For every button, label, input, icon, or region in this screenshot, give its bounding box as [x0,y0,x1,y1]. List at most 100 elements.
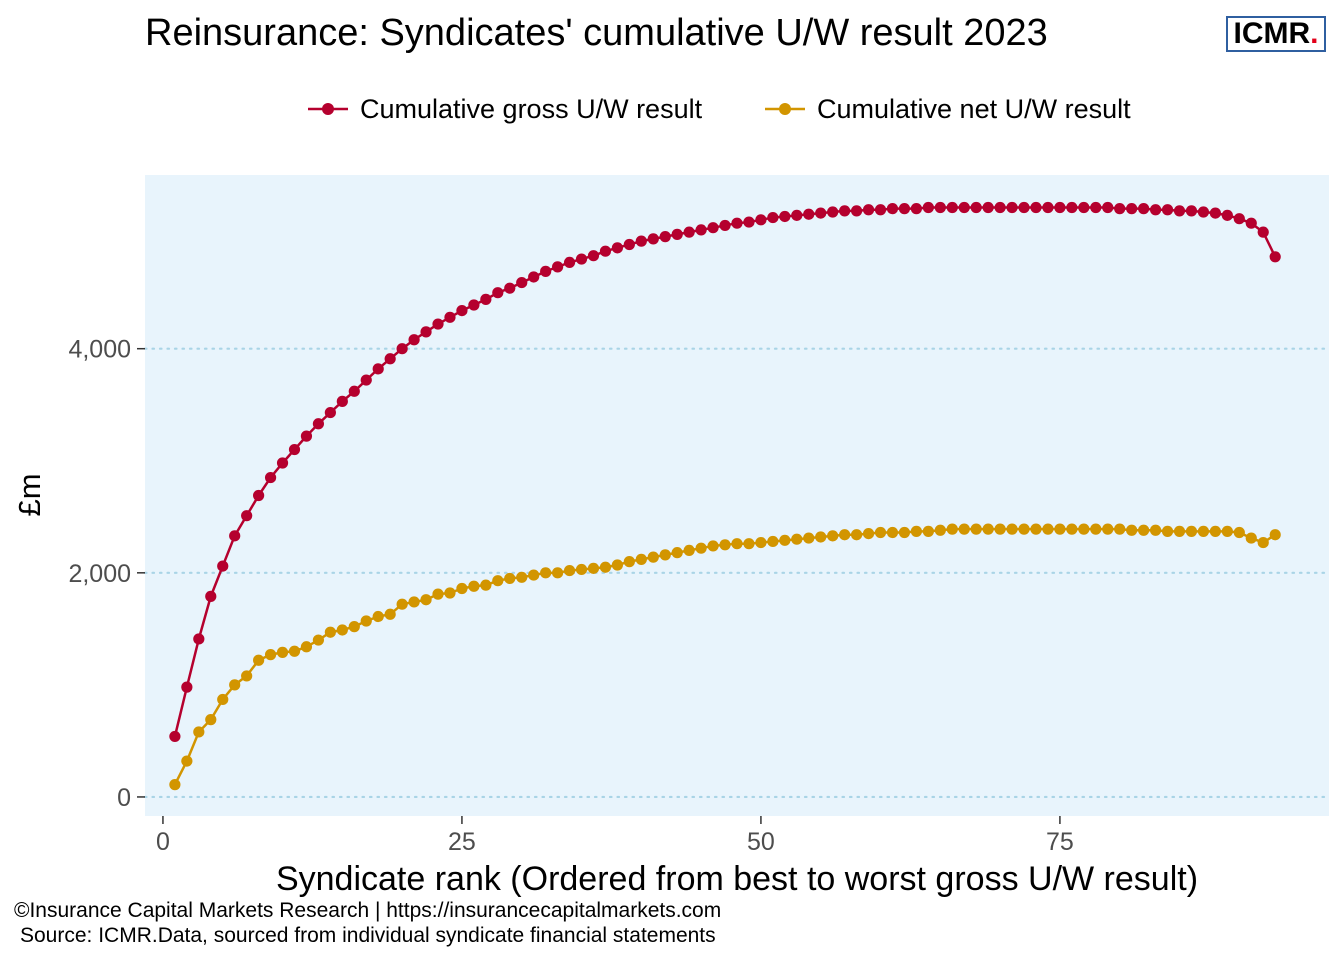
data-point [169,779,181,791]
data-point [241,670,253,682]
data-point [205,590,217,602]
data-point [1269,251,1281,263]
data-point [1173,525,1186,537]
data-point [348,385,360,397]
data-point [276,646,289,658]
data-point [970,201,982,214]
data-point [1054,201,1066,214]
data-point [1030,201,1042,214]
data-point [671,228,683,240]
data-point [575,563,588,576]
data-point [1006,523,1018,535]
data-point [791,209,803,221]
data-point [444,587,456,599]
data-point [934,201,946,214]
x-tick-label: 75 [1046,828,1074,856]
x-tick-label: 0 [156,828,170,856]
data-point [970,523,982,535]
data-point [504,282,516,294]
data-point [408,596,420,608]
y-tick-label: 0 [117,784,131,812]
data-point [264,649,277,661]
data-point [1173,205,1186,217]
data-point [671,547,683,559]
data-point [1102,523,1114,535]
data-point [1078,523,1090,535]
data-point [312,634,325,646]
data-point [850,205,863,217]
chart-title: Reinsurance: Syndicates' cumulative U/W … [145,12,1048,54]
data-point [540,567,552,579]
data-point [946,523,958,535]
data-point [874,526,887,539]
data-point [456,582,468,595]
data-point [647,551,659,563]
data-point [300,430,313,442]
data-point [1030,523,1042,535]
data-point [1066,201,1078,214]
data-point [815,531,827,543]
data-point [528,569,540,581]
data-point [563,256,576,269]
data-point [839,205,851,217]
data-point [444,311,456,323]
legend-label-net: Cumulative net U/W result [817,94,1131,124]
data-point [1006,201,1018,214]
data-point [922,201,934,214]
data-point [874,204,887,216]
data-point [300,641,313,653]
data-point [480,579,492,591]
data-point [1042,523,1054,535]
data-point [815,207,827,219]
plot-panel [145,175,1329,816]
data-point [432,318,444,330]
axes: 0 2,000 4,000 0 25 50 75 [68,336,1073,856]
data-point [647,233,659,245]
data-point [504,572,516,585]
data-point [1209,525,1221,537]
data-point [1221,525,1233,537]
data-point [1054,523,1066,535]
data-point [205,714,217,726]
data-point [982,201,994,214]
data-point [1185,205,1198,217]
data-point [1138,524,1150,536]
y-axis-label: £m [12,473,47,516]
data-point [181,681,193,693]
y-tick-label: 4,000 [68,336,131,364]
data-point [731,217,743,229]
data-point [635,235,647,247]
data-point [1138,203,1150,215]
data-point [241,510,253,522]
data-point [1078,201,1090,214]
data-point [886,203,899,215]
data-point [1149,204,1162,216]
data-point [229,530,241,542]
data-point [372,610,384,623]
data-point [922,525,934,537]
data-point [1114,203,1126,215]
data-point [862,528,875,540]
data-point [994,201,1006,214]
footer-copyright: ©Insurance Capital Markets Research | ht… [14,899,722,922]
data-point [1245,217,1257,229]
data-point [169,730,181,743]
data-point [468,299,480,311]
data-point [827,206,839,218]
data-point [1042,201,1054,214]
data-point [791,533,803,545]
data-point [1066,523,1078,535]
data-point [1257,536,1269,549]
data-point [803,208,815,220]
data-point [516,571,528,583]
data-point [563,564,576,577]
data-point [719,539,731,551]
data-point [994,523,1006,535]
data-point [958,201,970,214]
data-point [946,201,958,214]
series-net [169,523,1281,791]
data-point [1245,532,1257,544]
x-tick-label: 25 [448,828,476,856]
data-point [288,443,301,456]
data-point [982,523,994,535]
